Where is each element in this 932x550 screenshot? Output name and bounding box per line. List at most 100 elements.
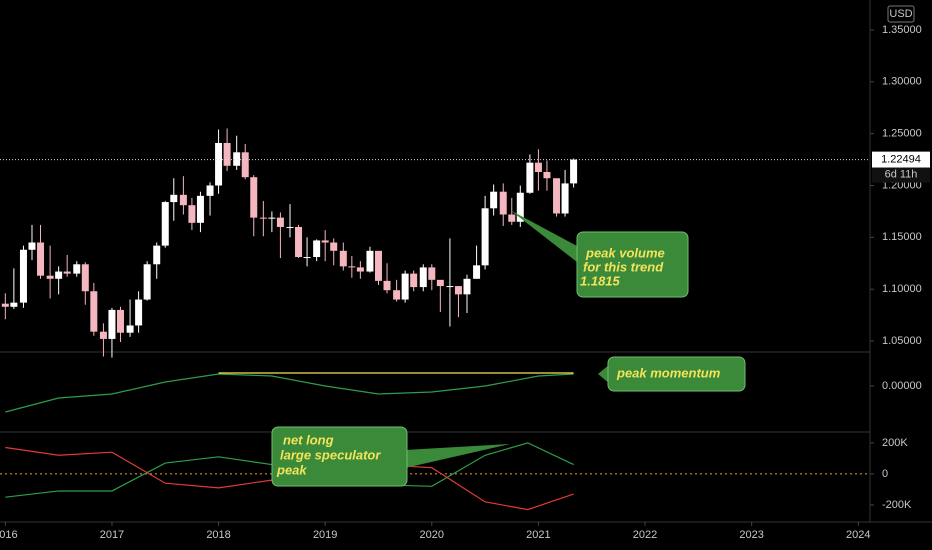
candle-body (90, 291, 98, 332)
countdown: 6d 11h (885, 169, 918, 181)
x-tick-label: 2023 (739, 529, 763, 541)
candle-body (73, 264, 81, 274)
annotation: peak momentum (616, 365, 721, 380)
candle-body (233, 152, 241, 166)
candle-body (553, 178, 561, 214)
candle-body (436, 279, 444, 287)
candle-body (561, 183, 569, 214)
candle-body (473, 265, 481, 279)
x-tick-label: 2024 (846, 529, 870, 541)
last-price-label: 1.22494 (881, 154, 921, 166)
candle-body (259, 217, 267, 219)
y-tick-label: 1.30000 (882, 76, 922, 88)
candle-body (534, 162, 542, 173)
candle-body (490, 191, 498, 209)
candle-body (28, 242, 36, 250)
candle-body (215, 142, 223, 186)
y-tick-label: 1.35000 (882, 24, 922, 36)
candle-body (313, 240, 321, 258)
candle-body (303, 257, 311, 259)
candle-body (188, 205, 196, 223)
candle-body (223, 142, 231, 166)
y-tick-label: 0 (882, 468, 888, 480)
currency: USD (889, 8, 912, 20)
annotation: for this trend (583, 259, 664, 274)
y-tick-label: 0.00000 (882, 380, 922, 392)
candle-body (126, 325, 134, 333)
x-tick-label: 2018 (206, 529, 230, 541)
annotation: large speculator (280, 447, 381, 462)
candle-body (170, 194, 178, 203)
candle-body (161, 202, 169, 246)
indicator-line (5, 373, 574, 413)
candle-body (463, 278, 471, 295)
annotation: net long (283, 432, 334, 447)
candle-body (321, 240, 329, 243)
candle-body (286, 226, 294, 228)
candle-body (10, 302, 18, 307)
annotation: peak volume (585, 245, 665, 260)
candle-body (570, 159, 578, 184)
callout-pointer (510, 210, 577, 262)
candle-body (1, 303, 9, 307)
candle-body (428, 267, 436, 280)
x-tick-label: 2021 (526, 529, 550, 541)
candle-body (410, 273, 418, 288)
candle-body (143, 264, 151, 300)
candle-body (516, 192, 524, 222)
x-tick-label: 2022 (633, 529, 657, 541)
candle-body (446, 286, 454, 288)
candle-body (99, 331, 107, 339)
last-price-box (872, 151, 930, 168)
callout-pointer (598, 364, 610, 384)
candle-body (508, 214, 516, 222)
candle-body (153, 245, 161, 265)
y-tick-label: 1.10000 (882, 283, 922, 295)
candle-body (241, 152, 249, 178)
candle-body (268, 217, 276, 219)
candle-body (526, 162, 534, 193)
x-tick-label: 2017 (100, 529, 124, 541)
candle-body (108, 309, 116, 339)
candle-body (55, 271, 63, 279)
candle-body (383, 280, 391, 291)
annotation: 1.1815 (580, 273, 621, 288)
callout (271, 426, 408, 487)
candle-body (81, 264, 89, 292)
candle-body (481, 208, 489, 266)
callout (607, 356, 746, 392)
candle-body (393, 290, 401, 300)
candle-body (19, 249, 27, 303)
candle-body (499, 191, 507, 215)
y-tick-label: 1.05000 (882, 335, 922, 347)
candle-body (196, 195, 204, 223)
candle-body (454, 286, 462, 295)
candle-body (179, 194, 187, 206)
candle-body (206, 185, 214, 196)
currency-box (887, 5, 915, 23)
countdown-box (872, 167, 930, 183)
callout (576, 231, 689, 298)
candle-body (250, 177, 258, 218)
candle-body (63, 271, 71, 274)
y-tick-label: -200K (882, 499, 912, 511)
y-tick-label: 200K (882, 437, 908, 449)
x-tick-label: 2019 (313, 529, 337, 541)
candle-body (401, 273, 409, 300)
candle-body (116, 309, 124, 333)
candle-body (339, 250, 347, 267)
candle-body (46, 275, 54, 279)
candle-body (135, 299, 143, 326)
x-tick-label: 2020 (420, 529, 444, 541)
x-tick-label: 2016 (0, 529, 18, 541)
callout-pointer (405, 444, 510, 468)
candle-body (366, 250, 374, 272)
candle-body (374, 250, 382, 281)
annotation: peak (276, 462, 307, 477)
candle-body (356, 267, 364, 272)
candle-body (419, 267, 427, 288)
y-tick-label: 1.15000 (882, 231, 922, 243)
candle-body (37, 242, 45, 276)
candle-body (276, 217, 284, 227)
